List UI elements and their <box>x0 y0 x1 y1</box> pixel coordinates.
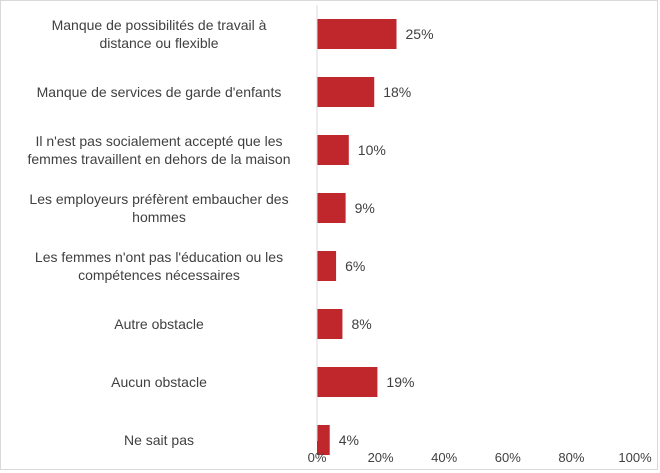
bar <box>317 367 378 397</box>
x-tick-label: 100% <box>618 450 652 465</box>
bar <box>317 251 337 281</box>
category-label: Les femmes n'ont pas l'éducation ou les c… <box>35 249 283 283</box>
category-label-line: Manque de services de garde d'enfants <box>37 84 282 100</box>
bar <box>317 309 343 339</box>
bar-value-label: 4% <box>339 432 359 448</box>
category-label: Manque de services de garde d'enfants <box>37 84 282 100</box>
bar-value-label: 8% <box>351 316 371 332</box>
category-labels-group: Manque de possibilités de travail à dista… <box>27 17 290 448</box>
bar-value-label: 10% <box>358 142 386 158</box>
bar-value-label: 25% <box>406 26 434 42</box>
x-tick-label: 20% <box>368 450 394 465</box>
value-labels-group: 25% 18% 10% 9% 6% 8% 19% 4% <box>339 26 434 448</box>
category-label-line: Il n'est pas socialement accepté que les <box>35 133 282 149</box>
bar-value-label: 9% <box>355 200 375 216</box>
category-label-line: Aucun obstacle <box>111 374 207 390</box>
category-label: Les employeurs préfèrent embaucher des ho… <box>29 191 288 225</box>
category-label-line: distance ou flexible <box>99 35 218 51</box>
category-label: Manque de possibilités de travail à dista… <box>52 17 267 51</box>
bar <box>317 19 397 49</box>
category-label: Il n'est pas socialement accepté que les… <box>27 133 290 167</box>
x-tick-label: 60% <box>495 450 521 465</box>
category-label-line: Autre obstacle <box>114 316 204 332</box>
category-label-line: Manque de possibilités de travail à <box>52 17 267 33</box>
category-label: Ne sait pas <box>124 432 194 448</box>
category-label-line: Ne sait pas <box>124 432 194 448</box>
bar-value-label: 18% <box>383 84 411 100</box>
category-label-line: hommes <box>132 209 186 225</box>
bar <box>317 77 375 107</box>
category-label-line: Les employeurs préfèrent embaucher des <box>29 191 288 207</box>
x-tick-labels-group: 0% 20% 40% 60% 80% 100% <box>308 450 652 465</box>
bars-group <box>317 19 397 455</box>
bar-value-label: 19% <box>386 374 414 390</box>
category-label: Autre obstacle <box>114 316 204 332</box>
bar-value-label: 6% <box>345 258 365 274</box>
category-label: Aucun obstacle <box>111 374 207 390</box>
bar <box>317 193 346 223</box>
x-tick-label: 0% <box>308 450 327 465</box>
bar <box>317 135 349 165</box>
category-label-line: compétences nécessaires <box>78 267 240 283</box>
x-tick-label: 80% <box>558 450 584 465</box>
bar <box>317 425 330 455</box>
category-label-line: femmes travaillent en dehors de la maiso… <box>27 151 290 167</box>
x-tick-label: 40% <box>431 450 457 465</box>
category-label-line: Les femmes n'ont pas l'éducation ou les <box>35 249 283 265</box>
